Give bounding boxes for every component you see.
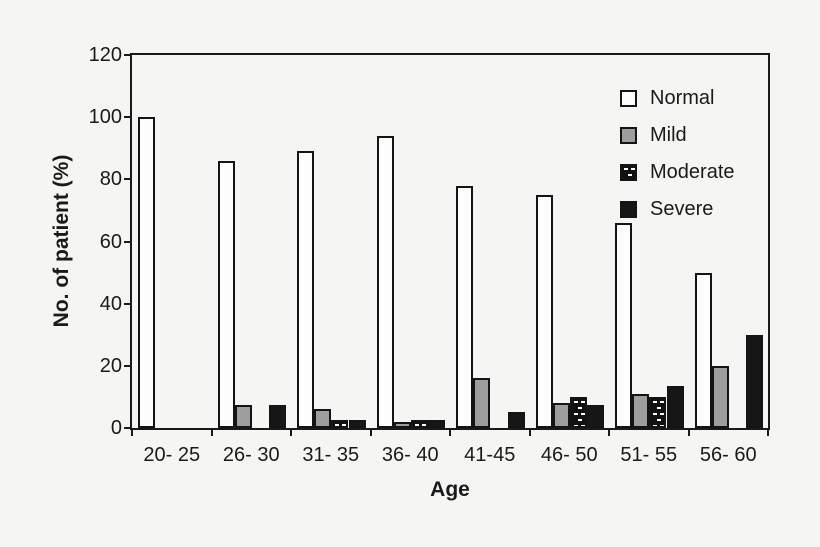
- speckle-dash: [653, 401, 657, 403]
- x-axis-category-label: 31- 35: [302, 444, 360, 466]
- x-axis-category-label: 36- 40: [381, 444, 439, 466]
- y-axis-tick-label: 60: [99, 230, 122, 253]
- x-axis-tick: [608, 428, 610, 436]
- legend-label: Moderate: [650, 161, 735, 183]
- speckle-dash: [581, 401, 585, 403]
- speckle-dash: [660, 425, 664, 426]
- x-axis-category-label: 51- 55: [620, 444, 678, 466]
- speckle-dash: [660, 401, 664, 403]
- speckle-dash: [624, 168, 628, 170]
- y-axis-tick-label: 40: [99, 292, 122, 315]
- speckle-dash: [574, 413, 578, 415]
- y-axis-tick: [124, 116, 132, 119]
- y-axis-tick: [124, 364, 132, 367]
- y-axis-tick-label: 120: [88, 44, 122, 66]
- x-axis-tick: [210, 428, 213, 436]
- speckle-dash: [335, 424, 339, 426]
- bar-moderate: [570, 397, 587, 428]
- y-axis-tick-label: 100: [88, 106, 122, 129]
- x-axis-category-label: 56- 60: [699, 444, 757, 466]
- bar-moderate: [331, 420, 348, 428]
- bar-severe: [428, 420, 445, 428]
- bar-mild: [712, 366, 729, 428]
- speckle-dash: [422, 424, 426, 426]
- speckle-dash: [578, 419, 582, 421]
- y-axis-tick: [124, 54, 132, 56]
- bar-severe: [587, 405, 604, 428]
- bar-mild: [632, 394, 649, 428]
- x-axis-category-label: 26- 30: [222, 444, 280, 466]
- speckle-dash: [415, 424, 419, 426]
- y-axis-tick-label: 20: [99, 354, 122, 377]
- legend-label: Severe: [650, 198, 714, 220]
- y-axis-tick: [124, 178, 132, 181]
- bar-normal: [695, 273, 712, 428]
- speckle-dash: [653, 425, 657, 426]
- legend-label: Normal: [650, 87, 715, 109]
- speckle-dash: [628, 174, 632, 176]
- speckle-dash: [631, 168, 635, 170]
- mild-swatch-icon: [620, 127, 637, 144]
- bar-severe: [269, 405, 286, 428]
- speckle-dash: [578, 407, 582, 409]
- bar-moderate: [649, 397, 666, 428]
- x-axis-tick: [687, 428, 690, 436]
- bar-normal: [456, 186, 473, 428]
- bar-normal: [536, 195, 553, 428]
- bar-normal: [218, 161, 235, 428]
- bar-mild: [394, 422, 411, 428]
- bar-mild: [235, 405, 252, 428]
- bar-severe: [349, 420, 366, 428]
- severe-swatch-icon: [620, 201, 637, 218]
- normal-swatch-icon: [620, 90, 637, 107]
- bar-normal: [615, 223, 632, 428]
- legend-item-normal: Normal: [620, 80, 735, 117]
- y-axis-tick-label: 0: [110, 417, 122, 439]
- x-axis-tick: [449, 428, 451, 436]
- y-axis-tick: [124, 302, 132, 305]
- legend-item-severe: Severe: [620, 191, 735, 228]
- bar-mild: [473, 378, 490, 428]
- speckle-dash: [657, 419, 661, 421]
- speckle-dash: [342, 424, 346, 426]
- bar-severe: [746, 335, 763, 428]
- legend-item-mild: Mild: [620, 117, 735, 154]
- speckle-dash: [581, 413, 585, 415]
- x-axis-category-label: 20- 25: [143, 444, 201, 466]
- x-axis-tick: [131, 428, 133, 436]
- bar-mild: [553, 403, 570, 428]
- bar-mild: [314, 409, 331, 428]
- speckle-dash: [574, 401, 578, 403]
- x-axis-tick: [767, 428, 769, 436]
- legend: Normal Mild Moderate Severe: [620, 80, 735, 228]
- speckle-dash: [653, 413, 657, 415]
- speckle-dash: [660, 413, 664, 415]
- y-axis-tick: [124, 427, 132, 429]
- x-axis-category-label: 46- 50: [540, 444, 598, 466]
- legend-item-moderate: Moderate: [620, 154, 735, 191]
- moderate-swatch-icon: [620, 164, 637, 181]
- bar-severe: [508, 412, 525, 428]
- x-axis-category-label: 41-45: [464, 444, 516, 466]
- bar-normal: [138, 117, 155, 428]
- x-axis-tick: [290, 428, 292, 436]
- y-axis-tick-label: 80: [99, 168, 122, 191]
- legend-label: Mild: [650, 124, 687, 146]
- y-axis-tick: [124, 240, 132, 243]
- x-axis-tick: [369, 428, 372, 436]
- bar-normal: [377, 136, 394, 428]
- speckle-dash: [581, 425, 585, 426]
- bar-normal: [297, 151, 314, 428]
- bar-moderate: [411, 420, 428, 428]
- x-axis-tick: [528, 428, 531, 436]
- plot-area: [130, 53, 770, 430]
- speckle-dash: [657, 407, 661, 409]
- x-axis-title: Age: [430, 478, 470, 501]
- speckle-dash: [574, 425, 578, 426]
- bar-severe: [667, 386, 684, 428]
